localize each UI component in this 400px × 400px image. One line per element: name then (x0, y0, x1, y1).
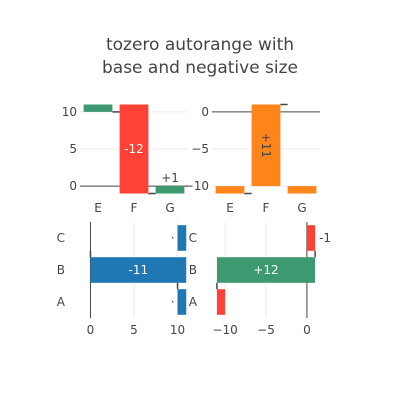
y-tick-label: A (189, 295, 198, 309)
bar-F (119, 104, 149, 194)
bar-C (177, 225, 187, 251)
data-label: +11 (259, 133, 273, 158)
x-tick-label: −5 (257, 323, 275, 337)
x-tick-label: G (165, 201, 174, 215)
y-tick-label: 10 (62, 105, 77, 119)
bar-E (83, 104, 113, 112)
data-label: +12 (253, 263, 278, 277)
data-label: · (171, 295, 175, 309)
x-tick-label: 10 (170, 323, 185, 337)
subplot-3: 0 5 10 · A -11 B · C (57, 222, 187, 337)
subplot-4: −10 −5 0 A +12 B -1 C (189, 222, 331, 337)
subplot-1: 0 5 10 E -12 F +1 G (62, 104, 188, 215)
bar-G (287, 186, 317, 194)
x-tick-label: −10 (212, 323, 237, 337)
y-tick-label: B (189, 263, 197, 277)
y-tick-label: 0 (69, 179, 77, 193)
bar-A (216, 289, 226, 315)
x-tick-label: 5 (130, 323, 138, 337)
y-tick-label: −10 (184, 179, 209, 193)
y-tick-label: A (57, 295, 66, 309)
bar-G (155, 186, 185, 194)
x-tick-label: 0 (87, 323, 95, 337)
y-tick-label: 0 (201, 105, 209, 119)
data-label: -12 (124, 142, 144, 156)
x-tick-label: G (297, 201, 306, 215)
data-label: -11 (129, 263, 149, 277)
y-tick-label: B (57, 263, 65, 277)
data-label: +1 (161, 171, 179, 185)
x-tick-label: F (263, 201, 270, 215)
bar-A (177, 289, 187, 315)
x-tick-label: F (131, 201, 138, 215)
bar-B (90, 257, 187, 283)
y-tick-label: 5 (69, 142, 77, 156)
bar-E (215, 186, 245, 194)
y-tick-label: C (189, 231, 197, 245)
chart-title-line-2: base and negative size (102, 58, 298, 78)
subplot-2: 0 −5 −10 E +11 F G (184, 103, 320, 215)
bar-F (251, 104, 281, 187)
y-tick-label: −5 (191, 142, 209, 156)
x-tick-label: E (226, 201, 234, 215)
data-label: · (171, 231, 175, 245)
chart-title-line-1: tozero autorange with (106, 35, 294, 55)
x-tick-label: E (94, 201, 102, 215)
bar-C (306, 225, 316, 251)
y-tick-label: C (57, 231, 65, 245)
x-tick-label: 0 (303, 323, 311, 337)
data-label: -1 (319, 231, 331, 245)
bar-B (216, 257, 316, 283)
